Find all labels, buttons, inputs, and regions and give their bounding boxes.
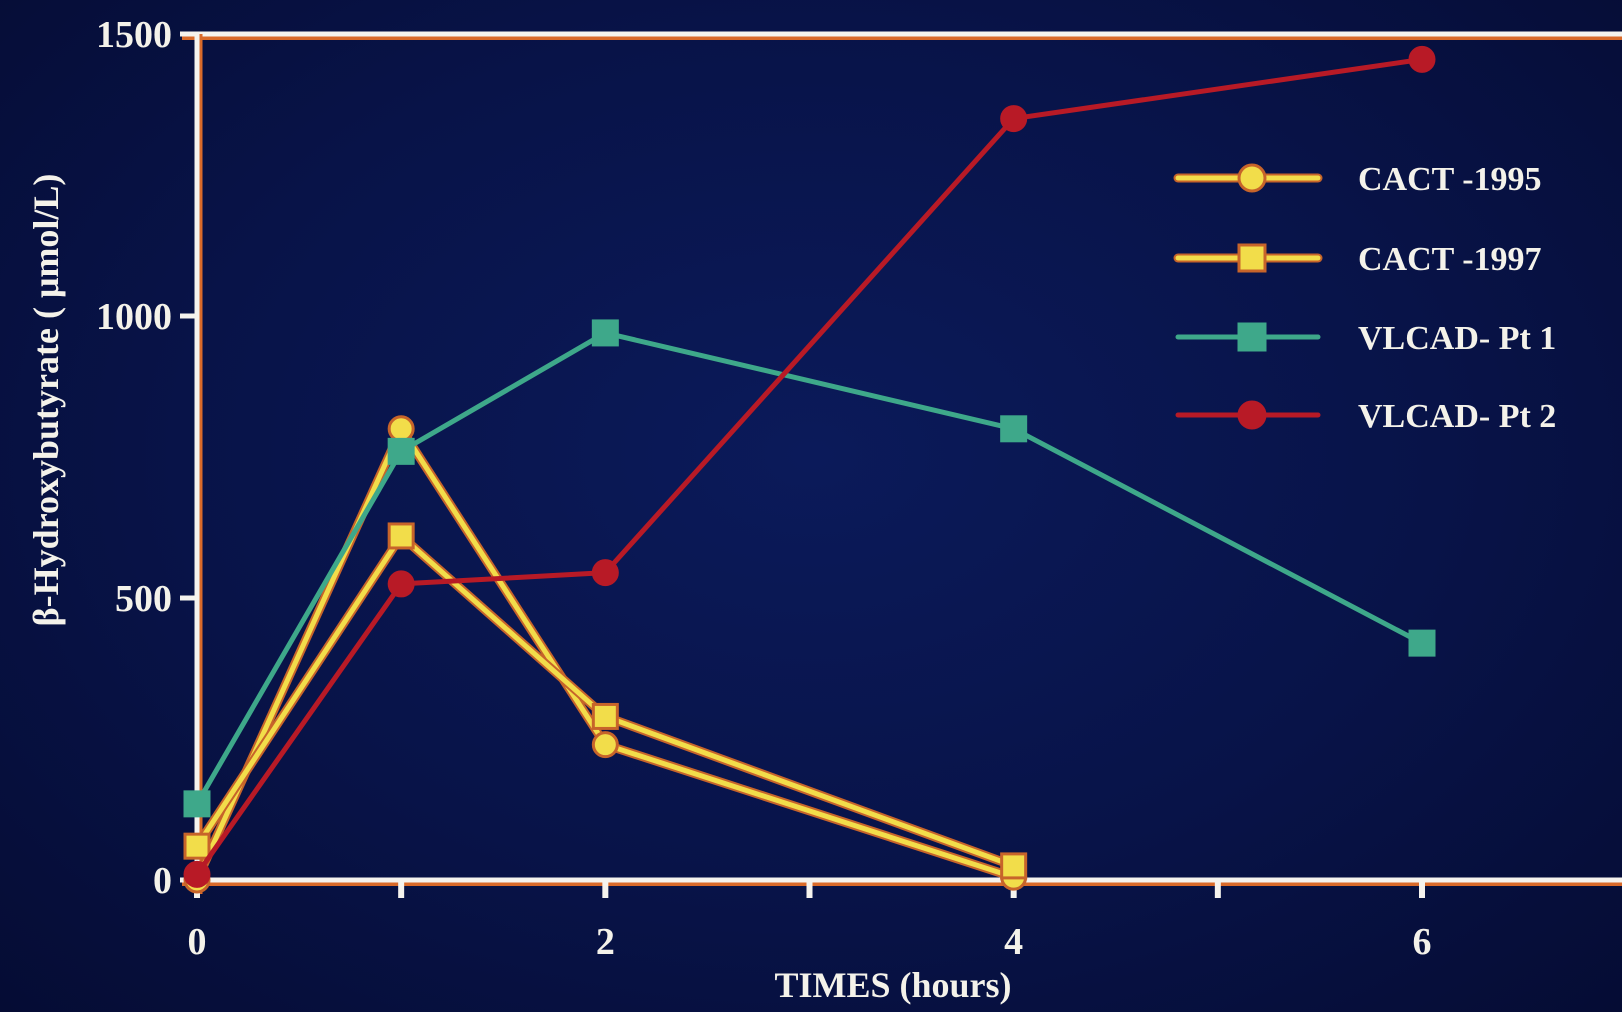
data-point (183, 790, 211, 818)
legend-item: VLCAD- Pt 2 (1175, 398, 1556, 435)
legend-label: CACT -1997 (1358, 241, 1542, 278)
data-point (183, 860, 211, 888)
legend-item: VLCAD- Pt 1 (1175, 320, 1556, 357)
x-tick-label: 4 (1004, 921, 1023, 963)
legend: CACT -1995 CACT -1997 VLCAD- Pt 1 VLCAD- Pt… (1173, 161, 1556, 435)
legend-marker (1237, 163, 1267, 193)
legend-item: CACT -1995 (1173, 161, 1542, 198)
data-point (1408, 45, 1436, 73)
series-group (183, 319, 1436, 818)
data-point (1408, 629, 1436, 657)
data-point (387, 522, 415, 550)
y-tick-label: 500 (115, 578, 172, 620)
data-point (1000, 105, 1028, 133)
legend-marker (1237, 400, 1267, 430)
series-layer (183, 45, 1436, 894)
series-line (194, 533, 1017, 869)
data-point (387, 437, 415, 465)
data-point (387, 415, 415, 443)
x-axis-ticks: 0 2 4 6 (188, 880, 1432, 963)
data-point (183, 832, 211, 860)
x-tick-label: 6 (1413, 921, 1432, 963)
y-tick-label: 1500 (96, 14, 172, 56)
legend-marker (1237, 322, 1267, 352)
y-tick-label: 1000 (96, 296, 172, 338)
data-point (591, 559, 619, 587)
legend-item: CACT -1997 (1173, 241, 1542, 278)
x-axis-title: TIMES (hours) (774, 965, 1011, 1005)
series-group (183, 45, 1436, 888)
data-point (1000, 415, 1028, 443)
y-axis-title: β-Hydroxybutyrate ( μmol/L) (26, 174, 66, 627)
x-tick-label: 2 (596, 921, 615, 963)
y-tick-label: 0 (153, 860, 172, 902)
legend-label: VLCAD- Pt 2 (1358, 398, 1556, 435)
x-tick-label: 0 (188, 921, 207, 963)
y-axis-ticks: 0 500 1000 1500 (96, 14, 197, 902)
legend-label: CACT -1995 (1358, 161, 1542, 198)
legend-label: VLCAD- Pt 1 (1358, 320, 1556, 357)
series-group (183, 522, 1028, 880)
data-point (1000, 852, 1028, 880)
series-line (194, 426, 1017, 883)
legend-marker (1237, 243, 1267, 273)
plot-frame (182, 31, 1622, 894)
data-point (591, 319, 619, 347)
data-point (387, 570, 415, 598)
data-point (591, 731, 619, 759)
data-point (591, 702, 619, 730)
